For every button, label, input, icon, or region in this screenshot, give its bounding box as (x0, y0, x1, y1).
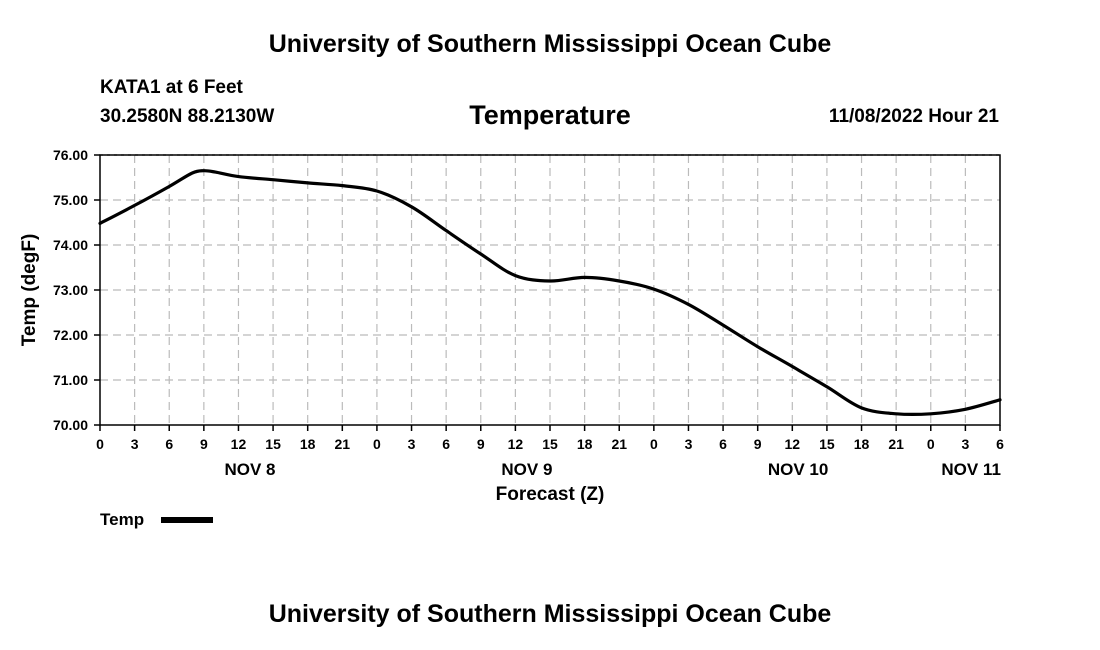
x-tick-label: 21 (888, 436, 904, 452)
x-axis-label: Forecast (Z) (496, 484, 605, 505)
x-tick-label: 3 (961, 436, 969, 452)
x-tick-label: 9 (200, 436, 208, 452)
x-tick-label: 9 (754, 436, 762, 452)
x-axis-ticks: 0 3 6 9 12 15 18 21 0 3 6 9 12 15 18 21 0 3 6 9 12 15 18 21 0 3 6 (96, 425, 1004, 452)
day-label: NOV 9 (501, 460, 552, 479)
x-tick-label: 12 (508, 436, 524, 452)
x-tick-label: 0 (927, 436, 935, 452)
x-tick-label: 3 (685, 436, 693, 452)
variable-label: Temperature (469, 100, 631, 130)
y-tick-label: 72.00 (53, 327, 88, 343)
page-title: University of Southern Mississippi Ocean… (268, 30, 832, 58)
x-tick-label: 21 (611, 436, 627, 452)
coordinates-label: 30.2580N 88.2130W (100, 106, 275, 127)
y-tick-label: 76.00 (53, 147, 88, 163)
x-tick-label: 12 (231, 436, 247, 452)
footer-title: University of Southern Mississippi Ocean… (268, 600, 832, 628)
series-layer (98, 169, 1002, 416)
x-tick-label: 12 (785, 436, 801, 452)
x-tick-label: 6 (165, 436, 173, 452)
x-tick-label: 15 (542, 436, 558, 452)
series-line-temp (98, 169, 1002, 416)
y-tick-label: 70.00 (53, 417, 88, 433)
legend-label: Temp (100, 510, 145, 529)
y-tick-label: 75.00 (53, 192, 88, 208)
x-tick-label: 0 (373, 436, 381, 452)
y-tick-label: 74.00 (53, 237, 88, 253)
x-tick-label: 3 (408, 436, 416, 452)
x-tick-label: 0 (96, 436, 104, 452)
y-axis-label: Temp (degF) (19, 234, 40, 347)
station-label: KATA1 at 6 Feet (100, 77, 243, 98)
x-tick-label: 18 (577, 436, 593, 452)
x-tick-label: 3 (131, 436, 139, 452)
x-tick-label: 0 (650, 436, 658, 452)
x-tick-label: 21 (335, 436, 351, 452)
y-tick-label: 73.00 (53, 282, 88, 298)
x-tick-label: 15 (819, 436, 835, 452)
y-axis-ticks: 70.00 71.00 72.00 73.00 74.00 75.00 76.00 (53, 147, 100, 433)
y-tick-label: 71.00 (53, 372, 88, 388)
x-tick-label: 9 (477, 436, 485, 452)
day-label: NOV 11 (941, 460, 1001, 479)
x-tick-label: 15 (265, 436, 281, 452)
legend-swatch (161, 517, 213, 523)
x-tick-label: 6 (719, 436, 727, 452)
x-tick-label: 18 (300, 436, 316, 452)
x-tick-label: 6 (442, 436, 450, 452)
grid-lines (100, 154, 1000, 425)
day-label: NOV 8 (224, 460, 275, 479)
x-tick-label: 6 (996, 436, 1004, 452)
day-label: NOV 10 (768, 460, 828, 479)
datetime-label: 11/08/2022 Hour 21 (828, 106, 999, 127)
day-labels: NOV 8 NOV 9 NOV 10 NOV 11 (224, 460, 1000, 479)
x-tick-label: 18 (854, 436, 870, 452)
